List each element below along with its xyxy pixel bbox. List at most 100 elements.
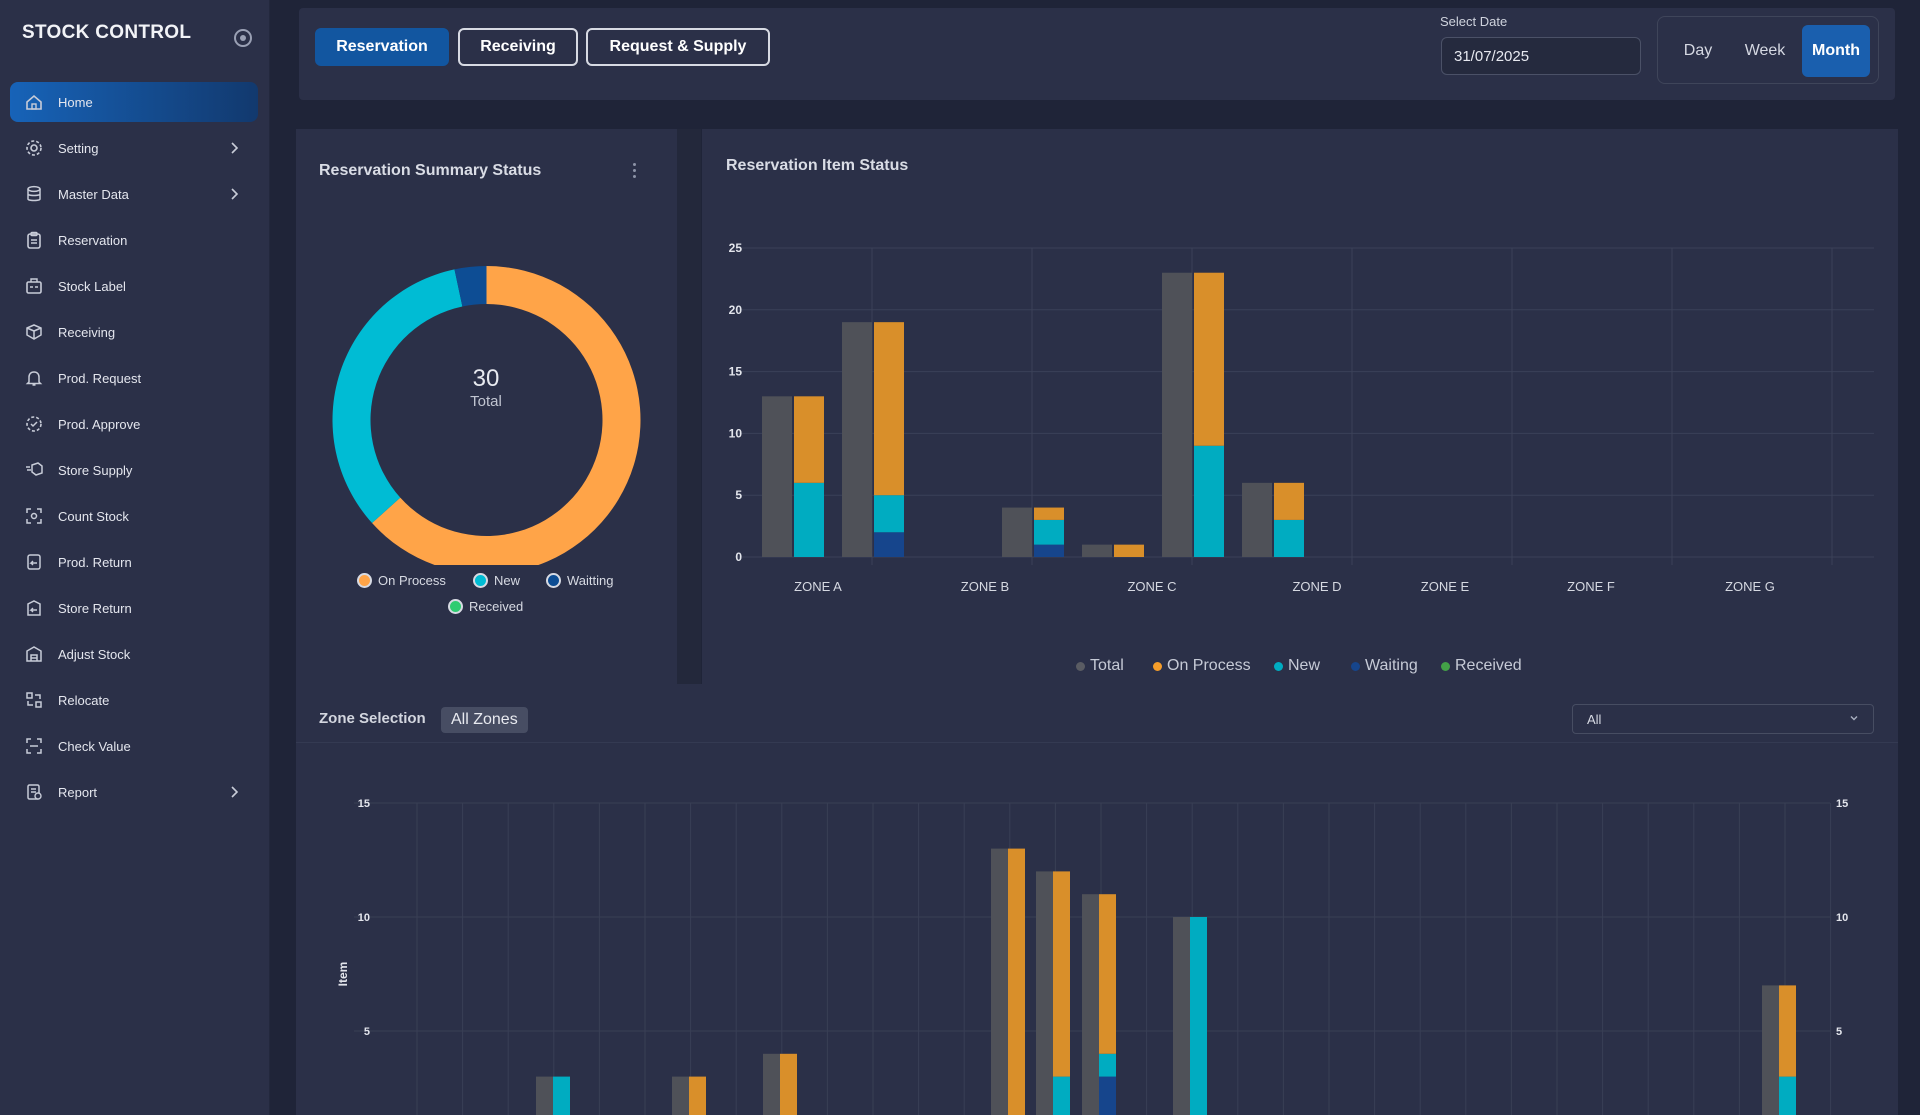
y-tick-label: 15 — [729, 365, 743, 379]
sidebar-item-store-return[interactable]: Store Return — [10, 588, 258, 628]
more-menu-icon[interactable] — [633, 163, 637, 181]
y-tick-label-right: 5 — [1836, 1026, 1842, 1038]
sidebar-item-prod-return[interactable]: Prod. Return — [10, 542, 258, 582]
bar-on-process[interactable] — [1779, 985, 1796, 1077]
bar-on-process[interactable] — [794, 396, 824, 483]
zone-bar-chart: 5 5 10 10 15 15 Item — [336, 798, 1848, 1115]
legend-received[interactable]: Received — [1441, 657, 1522, 675]
bar-on-process[interactable] — [1053, 871, 1070, 1077]
bar-total[interactable] — [1762, 985, 1779, 1115]
legend-new[interactable]: New — [473, 573, 520, 588]
sidebar-item-report[interactable]: Report — [10, 772, 258, 812]
bar-new[interactable] — [1190, 917, 1207, 1115]
bar-total[interactable] — [1173, 917, 1190, 1115]
sidebar-item-stock-label[interactable]: Stock Label — [10, 266, 258, 306]
sidebar-item-receiving[interactable]: Receiving — [10, 312, 258, 352]
all-zones-chip[interactable]: All Zones — [441, 707, 528, 733]
sidebar-item-relocate[interactable]: Relocate — [10, 680, 258, 720]
sidebar-item-master-data[interactable]: Master Data — [10, 174, 258, 214]
bar-total[interactable] — [1242, 482, 1272, 557]
bar-on-process[interactable] — [780, 1053, 797, 1115]
bar-new[interactable] — [874, 495, 904, 533]
period-month-button[interactable]: Month — [1802, 25, 1870, 77]
zone-select-value: All — [1587, 711, 1602, 727]
x-tick-label: ZONE G — [1725, 579, 1775, 594]
bar-new[interactable] — [553, 1076, 570, 1115]
sidebar-item-setting[interactable]: Setting — [10, 128, 258, 168]
bar-new[interactable] — [1099, 1053, 1116, 1077]
bar-on-process[interactable] — [874, 322, 904, 496]
sidebar-item-adjust-stock[interactable]: Adjust Stock — [10, 634, 258, 674]
legend-waiting[interactable]: Waiting — [1351, 657, 1418, 675]
tab-reservation[interactable]: Reservation — [315, 28, 449, 66]
bar-total[interactable] — [1036, 871, 1053, 1115]
donut-slice-on-process[interactable] — [372, 266, 641, 565]
bar-on-process[interactable] — [1274, 482, 1304, 520]
date-field[interactable]: 31/07/2025 — [1441, 37, 1641, 75]
bar-total[interactable] — [991, 848, 1008, 1115]
sidebar-item-label: Stock Label — [58, 278, 126, 294]
donut-center: 30 Total — [426, 365, 546, 410]
bar-total[interactable] — [1162, 272, 1192, 557]
legend-new[interactable]: New — [1274, 657, 1320, 675]
bar-new[interactable] — [1779, 1076, 1796, 1115]
period-day-button[interactable]: Day — [1683, 42, 1713, 59]
sidebar-item-reservation[interactable]: Reservation — [10, 220, 258, 260]
legend-waiting[interactable]: Waitting — [546, 573, 613, 588]
sidebar-item-home[interactable]: Home — [10, 82, 258, 122]
legend-label: On Process — [1167, 657, 1251, 674]
bar-on-process[interactable] — [1194, 272, 1224, 446]
legend-total[interactable]: Total — [1076, 657, 1124, 675]
bar-total[interactable] — [536, 1076, 553, 1115]
bar-total[interactable] — [842, 322, 872, 557]
bar-total[interactable] — [1082, 544, 1112, 557]
bar-new[interactable] — [794, 482, 824, 557]
donut-slice-waitting[interactable] — [454, 266, 487, 307]
return-icon — [24, 552, 44, 572]
bar-on-process[interactable] — [1008, 848, 1025, 1115]
bar-waiting[interactable] — [874, 532, 904, 557]
sidebar-item-prod-approve[interactable]: Prod. Approve — [10, 404, 258, 444]
legend-on-process[interactable]: On Process — [1153, 657, 1251, 675]
bar-on-process[interactable] — [689, 1076, 706, 1115]
bar-on-process[interactable] — [1034, 507, 1064, 520]
chevron-right-icon — [231, 142, 239, 154]
bar-new[interactable] — [1274, 519, 1304, 557]
bar-total[interactable] — [762, 396, 792, 557]
bar-waiting[interactable] — [1034, 544, 1064, 557]
bar-total[interactable] — [763, 1053, 780, 1115]
summary-title: Reservation Summary Status — [319, 162, 542, 179]
sidebar-item-label: Prod. Request — [58, 370, 142, 386]
sidebar-item-prod-request[interactable]: Prod. Request — [10, 358, 258, 398]
truck-box-icon — [24, 460, 44, 480]
bar-new[interactable] — [1194, 445, 1224, 557]
y-tick-label-right: 10 — [1836, 912, 1848, 924]
tab-request-supply[interactable]: Request & Supply — [586, 28, 770, 66]
x-tick-label: ZONE F — [1567, 579, 1615, 594]
bar-new[interactable] — [1053, 1076, 1070, 1115]
summary-panel: Reservation Summary Status 30 Total On P… — [296, 129, 677, 684]
bar-waiting[interactable] — [1099, 1076, 1116, 1115]
bar-on-process[interactable] — [1099, 894, 1116, 1054]
sidebar-item-label: Store Return — [58, 600, 132, 616]
period-week-button[interactable]: Week — [1744, 42, 1786, 59]
bar-new[interactable] — [1034, 519, 1064, 545]
sidebar-item-label: Reservation — [58, 232, 128, 248]
bar-total[interactable] — [1002, 507, 1032, 557]
legend-label: New — [494, 573, 521, 588]
sidebar-toggle-icon[interactable] — [234, 29, 252, 47]
y-tick-label-right: 15 — [1836, 798, 1848, 810]
sidebar-item-check-value[interactable]: Check Value — [10, 726, 258, 766]
period-toggle: Day Week Month — [1657, 16, 1879, 84]
zone-select[interactable]: All — [1572, 704, 1874, 734]
donut-slice-new[interactable] — [332, 269, 463, 524]
sidebar-item-store-supply[interactable]: Store Supply — [10, 450, 258, 490]
bar-on-process[interactable] — [1114, 544, 1144, 557]
legend-on-process[interactable]: On Process — [357, 573, 446, 588]
bar-total[interactable] — [672, 1076, 689, 1115]
bar-total[interactable] — [1082, 894, 1099, 1115]
y-axis-label: Item — [336, 962, 350, 987]
tab-receiving[interactable]: Receiving — [458, 28, 578, 66]
sidebar-item-count-stock[interactable]: Count Stock — [10, 496, 258, 536]
legend-received[interactable]: Received — [448, 599, 523, 614]
